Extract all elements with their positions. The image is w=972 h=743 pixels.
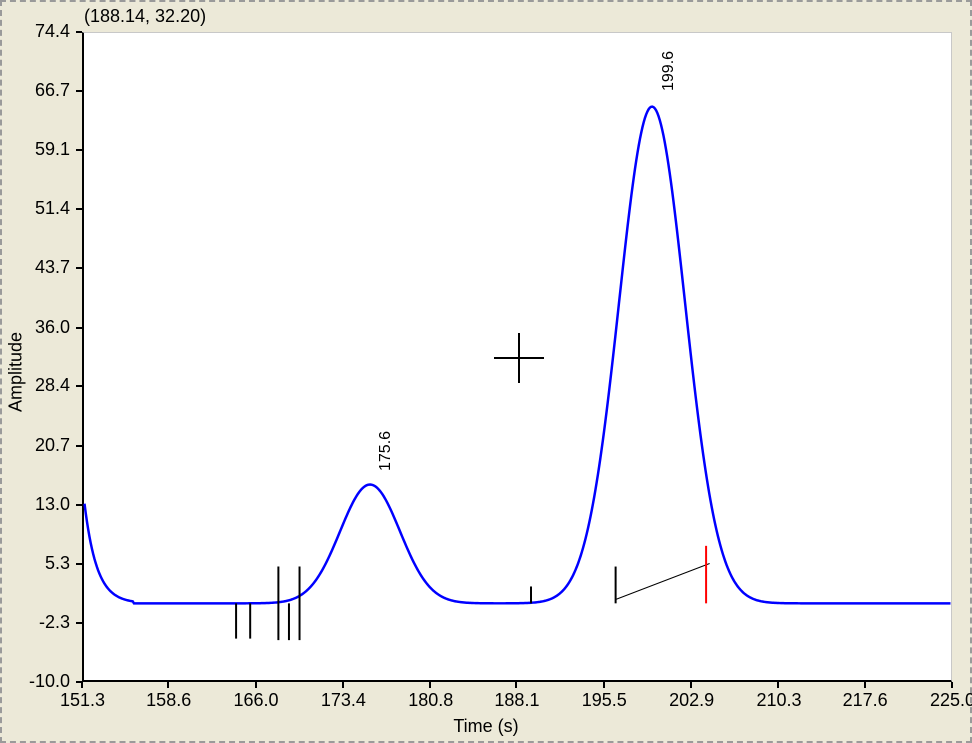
x-tick bbox=[515, 682, 517, 688]
x-tick-label: 202.9 bbox=[669, 690, 714, 711]
y-tick-label: 5.3 bbox=[45, 553, 70, 574]
x-tick-label: 151.3 bbox=[60, 690, 105, 711]
y-tick-label: 28.4 bbox=[35, 375, 70, 396]
peak-label: 175.6 bbox=[377, 431, 395, 471]
x-tick bbox=[429, 682, 431, 688]
x-tick-label: 173.4 bbox=[321, 690, 366, 711]
y-tick bbox=[76, 385, 82, 387]
y-tick-label: 36.0 bbox=[35, 317, 70, 338]
y-tick bbox=[76, 208, 82, 210]
y-tick-label: 74.4 bbox=[35, 21, 70, 42]
y-tick-label: 43.7 bbox=[35, 257, 70, 278]
y-tick-label: 66.7 bbox=[35, 80, 70, 101]
y-tick-label: -2.3 bbox=[39, 612, 70, 633]
x-tick bbox=[864, 682, 866, 688]
y-tick-label: 59.1 bbox=[35, 139, 70, 160]
x-tick-label: 225.0 bbox=[930, 690, 972, 711]
x-tick bbox=[690, 682, 692, 688]
x-tick-label: 195.5 bbox=[582, 690, 627, 711]
x-tick-label: 210.3 bbox=[756, 690, 801, 711]
x-tick-label: 158.6 bbox=[146, 690, 191, 711]
y-tick-label: -10.0 bbox=[29, 671, 70, 692]
y-tick bbox=[76, 504, 82, 506]
x-tick-label: 188.1 bbox=[494, 690, 539, 711]
x-tick bbox=[81, 682, 83, 688]
y-tick bbox=[76, 622, 82, 624]
integration-baseline bbox=[616, 563, 710, 599]
x-tick bbox=[255, 682, 257, 688]
y-tick bbox=[76, 267, 82, 269]
cursor-coordinates: (188.14, 32.20) bbox=[84, 6, 206, 27]
y-tick bbox=[76, 327, 82, 329]
y-tick bbox=[76, 445, 82, 447]
y-tick bbox=[76, 563, 82, 565]
y-tick-label: 13.0 bbox=[35, 494, 70, 515]
x-tick bbox=[951, 682, 953, 688]
y-tick bbox=[76, 90, 82, 92]
x-axis-label: Time (s) bbox=[453, 716, 518, 737]
y-tick-label: 51.4 bbox=[35, 198, 70, 219]
x-tick bbox=[167, 682, 169, 688]
app-frame: (188.14, 32.20) Amplitude Time (s) 175.6… bbox=[0, 0, 972, 743]
peak-label: 199.6 bbox=[660, 51, 678, 91]
y-axis-label: Amplitude bbox=[6, 331, 27, 411]
x-tick-label: 217.6 bbox=[843, 690, 888, 711]
x-tick-label: 166.0 bbox=[234, 690, 279, 711]
y-tick bbox=[76, 31, 82, 33]
chromatogram-plot[interactable]: 175.6 199.6 bbox=[82, 32, 952, 682]
x-tick bbox=[603, 682, 605, 688]
crosshair-vertical bbox=[518, 333, 520, 383]
y-tick-label: 20.7 bbox=[35, 435, 70, 456]
y-tick bbox=[76, 149, 82, 151]
x-tick bbox=[777, 682, 779, 688]
x-tick-label: 180.8 bbox=[408, 690, 453, 711]
x-tick bbox=[342, 682, 344, 688]
